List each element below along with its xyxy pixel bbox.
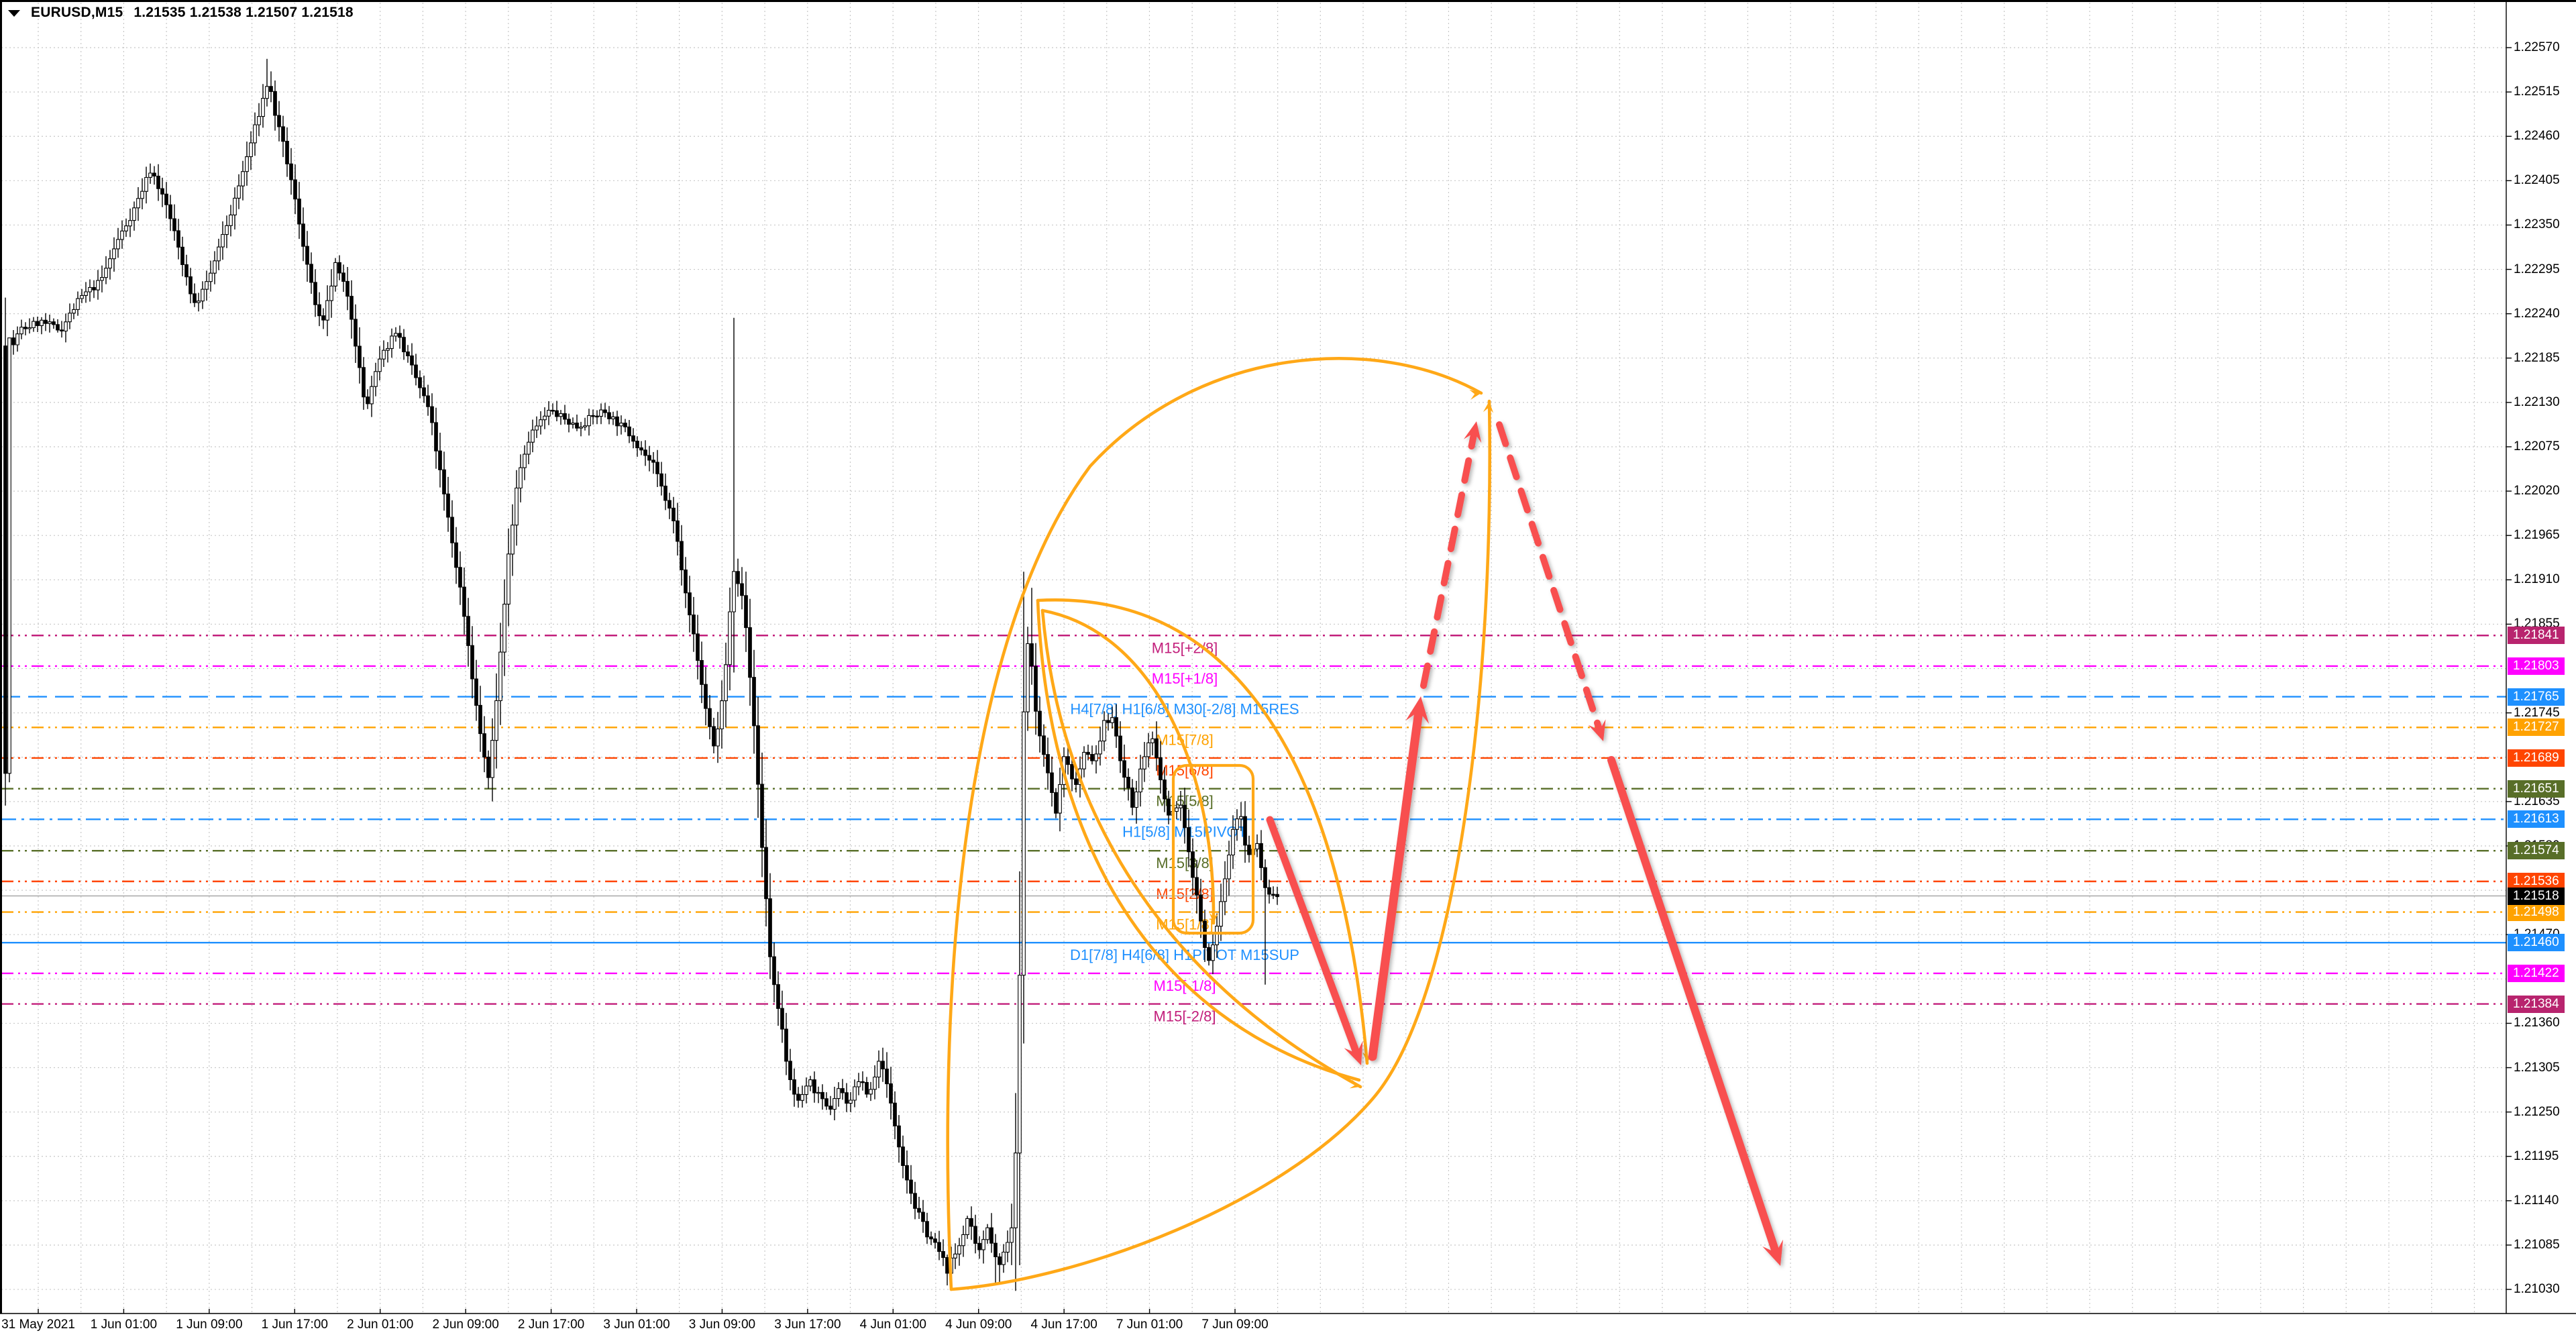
- price-badge-M15[+1/8]: 1.21803: [2508, 657, 2565, 675]
- price-badge-M15[3/8]: 1.21574: [2508, 842, 2565, 860]
- level-label: M15[2/8]: [1156, 886, 1214, 902]
- arrowhead: [1762, 1239, 1783, 1266]
- price-tick-label: 1.21305: [2514, 1060, 2560, 1075]
- outer-ellipse-lower-arc[interactable]: [949, 399, 1492, 1291]
- time-axis[interactable]: 31 May 2021 1 Jun 01:00 1 Jun 09:00 1 Jun 1…: [0, 1314, 2576, 1339]
- arrowhead: [1405, 696, 1430, 724]
- level-label: M15[3/8]: [1156, 855, 1214, 871]
- price-tick-label: 1.21195: [2514, 1148, 2559, 1163]
- mid-lens-upper-arc[interactable]: [1036, 598, 1369, 1065]
- time-tick-label: 2 Jun 09:00: [432, 1318, 499, 1332]
- arrowhead: [1344, 1040, 1363, 1065]
- price-badge-H4[7/8] H1[6/8] M30[-2/8] M15RES: 1.21765: [2508, 688, 2565, 706]
- price-tick-label: 1.21085: [2514, 1237, 2560, 1252]
- candle-bodies-up: [7, 86, 1259, 1274]
- arrowhead: [1588, 719, 1606, 741]
- inner-lens-upper-arc[interactable]: [1040, 608, 1216, 925]
- time-tick-label: 1 Jun 09:00: [176, 1318, 243, 1332]
- price-badge-M15[5/8]: 1.21651: [2508, 780, 2565, 798]
- time-tick-label: 4 Jun 01:00: [859, 1318, 926, 1332]
- price-badge-M15[-1/8]: 1.21422: [2508, 964, 2565, 982]
- price-badge-H1[5/8] M15PIVOT: 1.21613: [2508, 810, 2565, 828]
- red-arrow-down-1[interactable]: [1266, 816, 1360, 1057]
- level-label: M15[+2/8]: [1152, 639, 1218, 656]
- price-tick-label: 1.21140: [2514, 1193, 2559, 1208]
- price-tick-label: 1.22075: [2514, 439, 2560, 453]
- price-badge-M15[7/8]: 1.21727: [2508, 718, 2565, 737]
- frame-top: [0, 0, 2576, 2]
- level-label: M15[+1/8]: [1152, 670, 1218, 687]
- price-tick-label: 1.22570: [2514, 40, 2560, 54]
- price-tick-label: 1.21965: [2514, 528, 2560, 543]
- arrowhead: [1469, 389, 1481, 400]
- price-tick-label: 1.22515: [2514, 85, 2560, 99]
- time-tick-label: 3 Jun 01:00: [603, 1318, 670, 1332]
- time-tick-label: 1 Jun 01:00: [90, 1318, 158, 1332]
- price-tick-label: 1.22405: [2514, 173, 2560, 188]
- red-arrow-up-2-dashed[interactable]: [1420, 429, 1478, 689]
- price-tick-label: 1.22460: [2514, 129, 2560, 144]
- price-tick-label: 1.22350: [2514, 217, 2560, 232]
- orange-drawings[interactable]: [946, 357, 1494, 1291]
- price-badge-D1[7/8] H4[6/8] H1PIVOT M15SUP: 1.21460: [2508, 934, 2565, 952]
- time-tick-label: 7 Jun 09:00: [1201, 1318, 1269, 1332]
- quote-ohlc-values: 1.21535 1.21538 1.21507 1.21518: [133, 5, 354, 20]
- price-tick-label: 1.21635: [2514, 794, 2560, 808]
- symbol-timeframe-label[interactable]: EURUSD,M15: [31, 5, 123, 20]
- outer-ellipse-upper-arc[interactable]: [946, 357, 1483, 1291]
- price-tick-label: 1.21250: [2514, 1104, 2560, 1119]
- price-tick-label: 1.22185: [2514, 350, 2560, 365]
- price-badge-M15[6/8]: 1.21689: [2508, 749, 2565, 767]
- chart-quote-bar: EURUSD,M15 1.21535 1.21538 1.21507 1.215…: [8, 4, 354, 21]
- chart-gridlines: [1, 3, 2506, 1314]
- inner-lens-lower-arc[interactable]: [1040, 608, 1362, 1089]
- red-projection-arrows[interactable]: [1266, 421, 1783, 1266]
- time-tick-label: 2 Jun 01:00: [347, 1318, 414, 1332]
- current-price-badge: 1.21518: [2508, 887, 2565, 905]
- price-axis[interactable]: 1.22570 1.22515 1.22460 1.22405 1.22350 1.222…: [2507, 0, 2576, 1314]
- arrowhead: [1349, 1079, 1360, 1089]
- red-arrow-up-1[interactable]: [1368, 707, 1424, 1061]
- price-tick-label: 1.21745: [2514, 705, 2560, 720]
- price-badge-M15[-2/8]: 1.21384: [2508, 995, 2565, 1013]
- time-tick-label: 1 Jun 17:00: [261, 1318, 328, 1332]
- time-tick-label: 2 Jun 17:00: [517, 1318, 585, 1332]
- time-tick-label: 4 Jun 09:00: [945, 1318, 1012, 1332]
- price-badge-M15[+2/8]: 1.21841: [2508, 627, 2565, 645]
- consolidation-box[interactable]: [1171, 763, 1255, 935]
- collapse-quote-icon[interactable]: [8, 10, 20, 17]
- price-tick-label: 1.22240: [2514, 306, 2560, 321]
- price-tick-label: 1.21030: [2514, 1282, 2560, 1297]
- time-tick-label: 3 Jun 17:00: [774, 1318, 841, 1332]
- time-tick-label: 3 Jun 09:00: [688, 1318, 756, 1332]
- price-badge-M15[1/8]: 1.21498: [2508, 903, 2565, 921]
- level-label: M15[-1/8]: [1154, 977, 1216, 994]
- time-tick-label: 31 May 2021: [1, 1318, 75, 1332]
- price-tick-label: 1.21910: [2514, 572, 2560, 587]
- price-tick-label: 1.21360: [2514, 1016, 2560, 1030]
- price-tick-label: 1.22020: [2514, 484, 2560, 498]
- arrowhead: [1209, 912, 1219, 923]
- time-tick-label: 4 Jun 17:00: [1030, 1318, 1097, 1332]
- time-tick-label: 7 Jun 01:00: [1116, 1318, 1183, 1332]
- price-tick-label: 1.22130: [2514, 394, 2560, 409]
- arrowhead: [1463, 421, 1482, 443]
- red-arrow-down-3[interactable]: [1607, 756, 1780, 1256]
- candle-wicks: [5, 58, 1278, 1291]
- candlestick-series: [3, 58, 1279, 1291]
- price-tick-label: 1.22295: [2514, 262, 2560, 276]
- mid-lens-lower-arc[interactable]: [1036, 598, 1361, 1082]
- frame-left: [0, 0, 2, 1314]
- candle-bodies-down: [3, 86, 1279, 1274]
- arrowhead: [1483, 401, 1494, 413]
- level-label: M15[-2/8]: [1154, 1008, 1216, 1025]
- red-arrow-down-2-dashed[interactable]: [1496, 421, 1603, 733]
